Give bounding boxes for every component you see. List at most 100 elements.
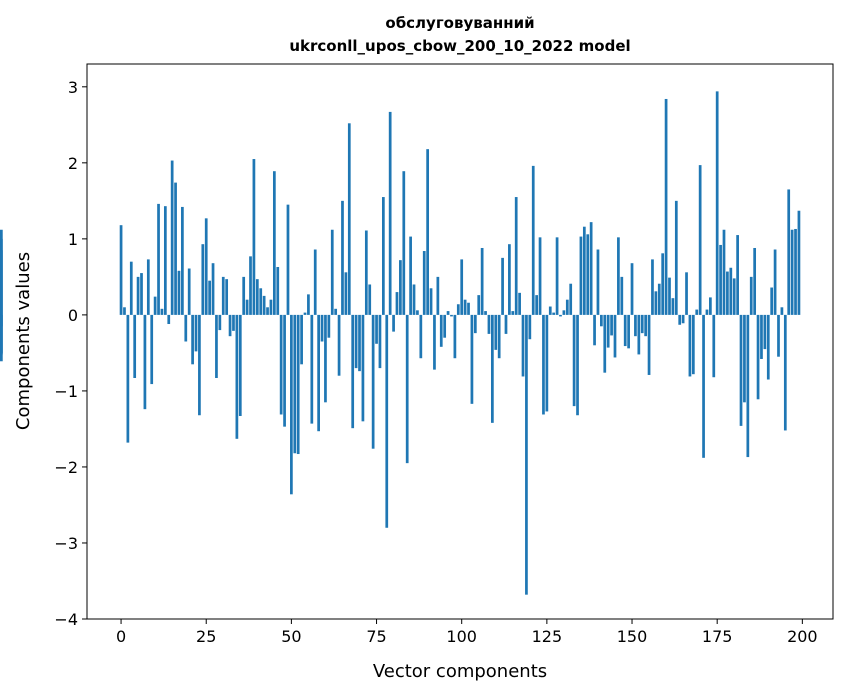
y-tick-label: 1 — [68, 230, 78, 249]
bar-2 — [126, 314, 130, 443]
bar-54 — [303, 312, 307, 315]
bar-157 — [654, 291, 658, 315]
bar-7 — [143, 314, 147, 410]
bar-9 — [150, 314, 154, 385]
x-tick-label: 175 — [702, 627, 733, 646]
bar-121 — [531, 165, 535, 315]
y-tick-label: −4 — [54, 610, 78, 629]
bar-17 — [177, 270, 181, 315]
bar-175 — [715, 91, 719, 315]
bar-152 — [637, 314, 641, 355]
bar-143 — [606, 314, 610, 348]
bar-173 — [709, 297, 712, 315]
bar-55 — [307, 294, 310, 315]
y-tick-label: −1 — [54, 382, 78, 401]
bar-164 — [678, 314, 682, 325]
bar-96 — [446, 311, 450, 315]
bar-137 — [586, 234, 590, 315]
bar-84 — [405, 314, 409, 464]
bar-169 — [695, 309, 699, 315]
bar-4 — [133, 314, 137, 378]
bar-187 — [756, 314, 760, 400]
bar-5 — [136, 276, 140, 315]
bar-205 — [0, 250, 3, 315]
bar-25 — [204, 218, 208, 315]
bar-156 — [651, 259, 654, 315]
bar-81 — [395, 292, 399, 315]
bar-93 — [436, 276, 440, 315]
y-tick-label: −3 — [54, 534, 78, 553]
bar-141 — [600, 314, 603, 327]
bar-118 — [521, 314, 525, 377]
bar-1 — [123, 307, 126, 315]
bar-60 — [324, 314, 327, 403]
bar-117 — [518, 292, 521, 315]
bar-47 — [279, 314, 283, 415]
bar-161 — [668, 277, 671, 315]
bar-40 — [255, 279, 259, 315]
bar-192 — [773, 249, 777, 315]
bar-57 — [313, 249, 317, 315]
bar-131 — [565, 299, 569, 315]
bar-136 — [582, 226, 586, 315]
bar-184 — [746, 314, 750, 458]
bar-179 — [729, 267, 733, 315]
plot-frame — [86, 63, 834, 620]
x-tick-label: 25 — [196, 627, 216, 646]
bar-174 — [712, 314, 716, 378]
bar-3 — [129, 261, 133, 315]
bar-108 — [487, 314, 491, 334]
bar-185 — [749, 276, 753, 315]
bar-64 — [337, 314, 341, 376]
bar-87 — [416, 310, 419, 315]
bar-15 — [170, 160, 174, 315]
y-tick-label: 2 — [68, 154, 78, 173]
y-axis-ticks: −4 −3 −2 −1 0 1 2 3 — [54, 78, 87, 629]
x-tick-label: 150 — [617, 627, 648, 646]
bar-88 — [419, 314, 423, 359]
bar-48 — [283, 314, 286, 427]
bar-18 — [181, 206, 184, 315]
bar-139 — [593, 314, 596, 346]
bar-196 — [787, 189, 791, 315]
bar-147 — [620, 276, 624, 315]
bar-103 — [470, 314, 474, 404]
bar-74 — [371, 314, 375, 449]
bar-189 — [763, 314, 767, 350]
bar-22 — [194, 314, 198, 352]
bar-153 — [640, 314, 644, 334]
bar-33 — [232, 314, 235, 331]
bar-77 — [381, 197, 385, 315]
bar-86 — [412, 284, 416, 315]
bar-59 — [320, 314, 324, 342]
bar-24 — [201, 244, 205, 315]
bar-70 — [358, 314, 361, 372]
bar-154 — [644, 314, 648, 337]
bar-115 — [511, 311, 515, 315]
bar-194 — [780, 307, 784, 315]
bar-99 — [456, 304, 460, 315]
bar-71 — [361, 314, 365, 422]
bar-159 — [661, 253, 665, 315]
bar-21 — [191, 314, 194, 365]
bar-195 — [783, 314, 787, 431]
bar-65 — [341, 200, 344, 315]
bar-44 — [269, 299, 273, 315]
bar-144 — [610, 314, 613, 336]
bar-75 — [375, 314, 378, 344]
bar-41 — [259, 288, 263, 315]
bar-43 — [266, 307, 269, 315]
bar-198 — [794, 228, 797, 315]
bar-197 — [790, 229, 794, 315]
bar-20 — [187, 268, 191, 315]
y-axis-label: Components values — [13, 252, 34, 430]
bar-61 — [327, 314, 331, 338]
bar-127 — [552, 312, 556, 315]
bar-32 — [228, 314, 232, 337]
bar-120 — [528, 314, 532, 340]
bar-101 — [463, 299, 467, 315]
bar-126 — [548, 306, 552, 315]
x-tick-label: 100 — [446, 627, 477, 646]
bar-36 — [242, 276, 246, 315]
